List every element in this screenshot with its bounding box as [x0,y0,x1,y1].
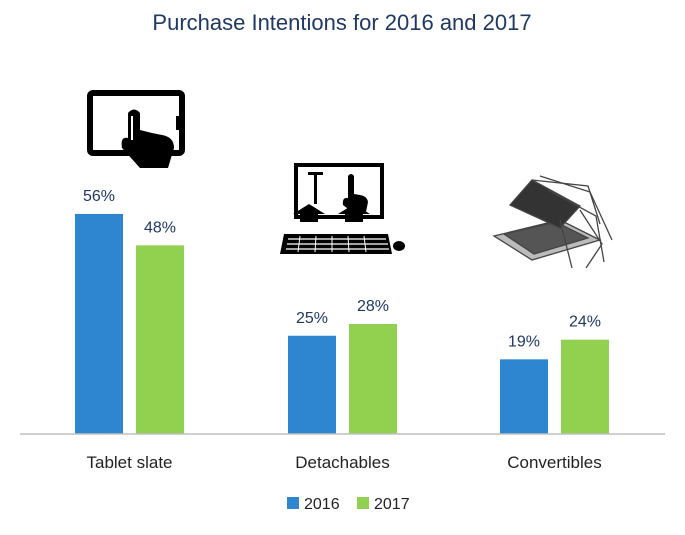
category-labels-layer: Tablet slate Detachables Convertibles [87,453,602,472]
value-label-detachables-2016: 25% [296,310,328,327]
value-labels-layer: 56% 48% 25% 28% 19% 24% [83,188,601,350]
category-label-convertibles: Convertibles [507,453,602,472]
value-label-detachables-2017: 28% [357,298,389,315]
category-label-detachables: Detachables [295,453,390,472]
detachable-keyboard-icon [280,163,405,254]
chart-title: Purchase Intentions for 2016 and 2017 [152,10,531,35]
value-label-tablet-slate-2016: 56% [83,188,115,205]
value-label-convertibles-2017: 24% [569,314,601,331]
bar-tablet-slate-2016 [75,213,123,434]
legend-label-2017: 2017 [374,496,410,513]
legend-swatch-2017 [357,497,369,509]
legend: 2016 2017 [287,496,410,513]
category-label-tablet-slate: Tablet slate [87,453,173,472]
bars-layer [75,213,609,434]
bar-tablet-slate-2017 [136,245,184,434]
value-label-convertibles-2016: 19% [508,333,540,350]
convertible-laptop-icon [492,175,613,269]
legend-label-2016: 2016 [304,496,340,513]
value-label-tablet-slate-2017: 48% [144,219,176,236]
bar-detachables-2017 [349,323,397,434]
bar-detachables-2016 [288,335,336,434]
bar-convertibles-2016 [500,359,548,434]
tablet-touch-icon [87,90,185,168]
bar-convertibles-2017 [561,339,609,434]
legend-swatch-2016 [287,497,299,509]
